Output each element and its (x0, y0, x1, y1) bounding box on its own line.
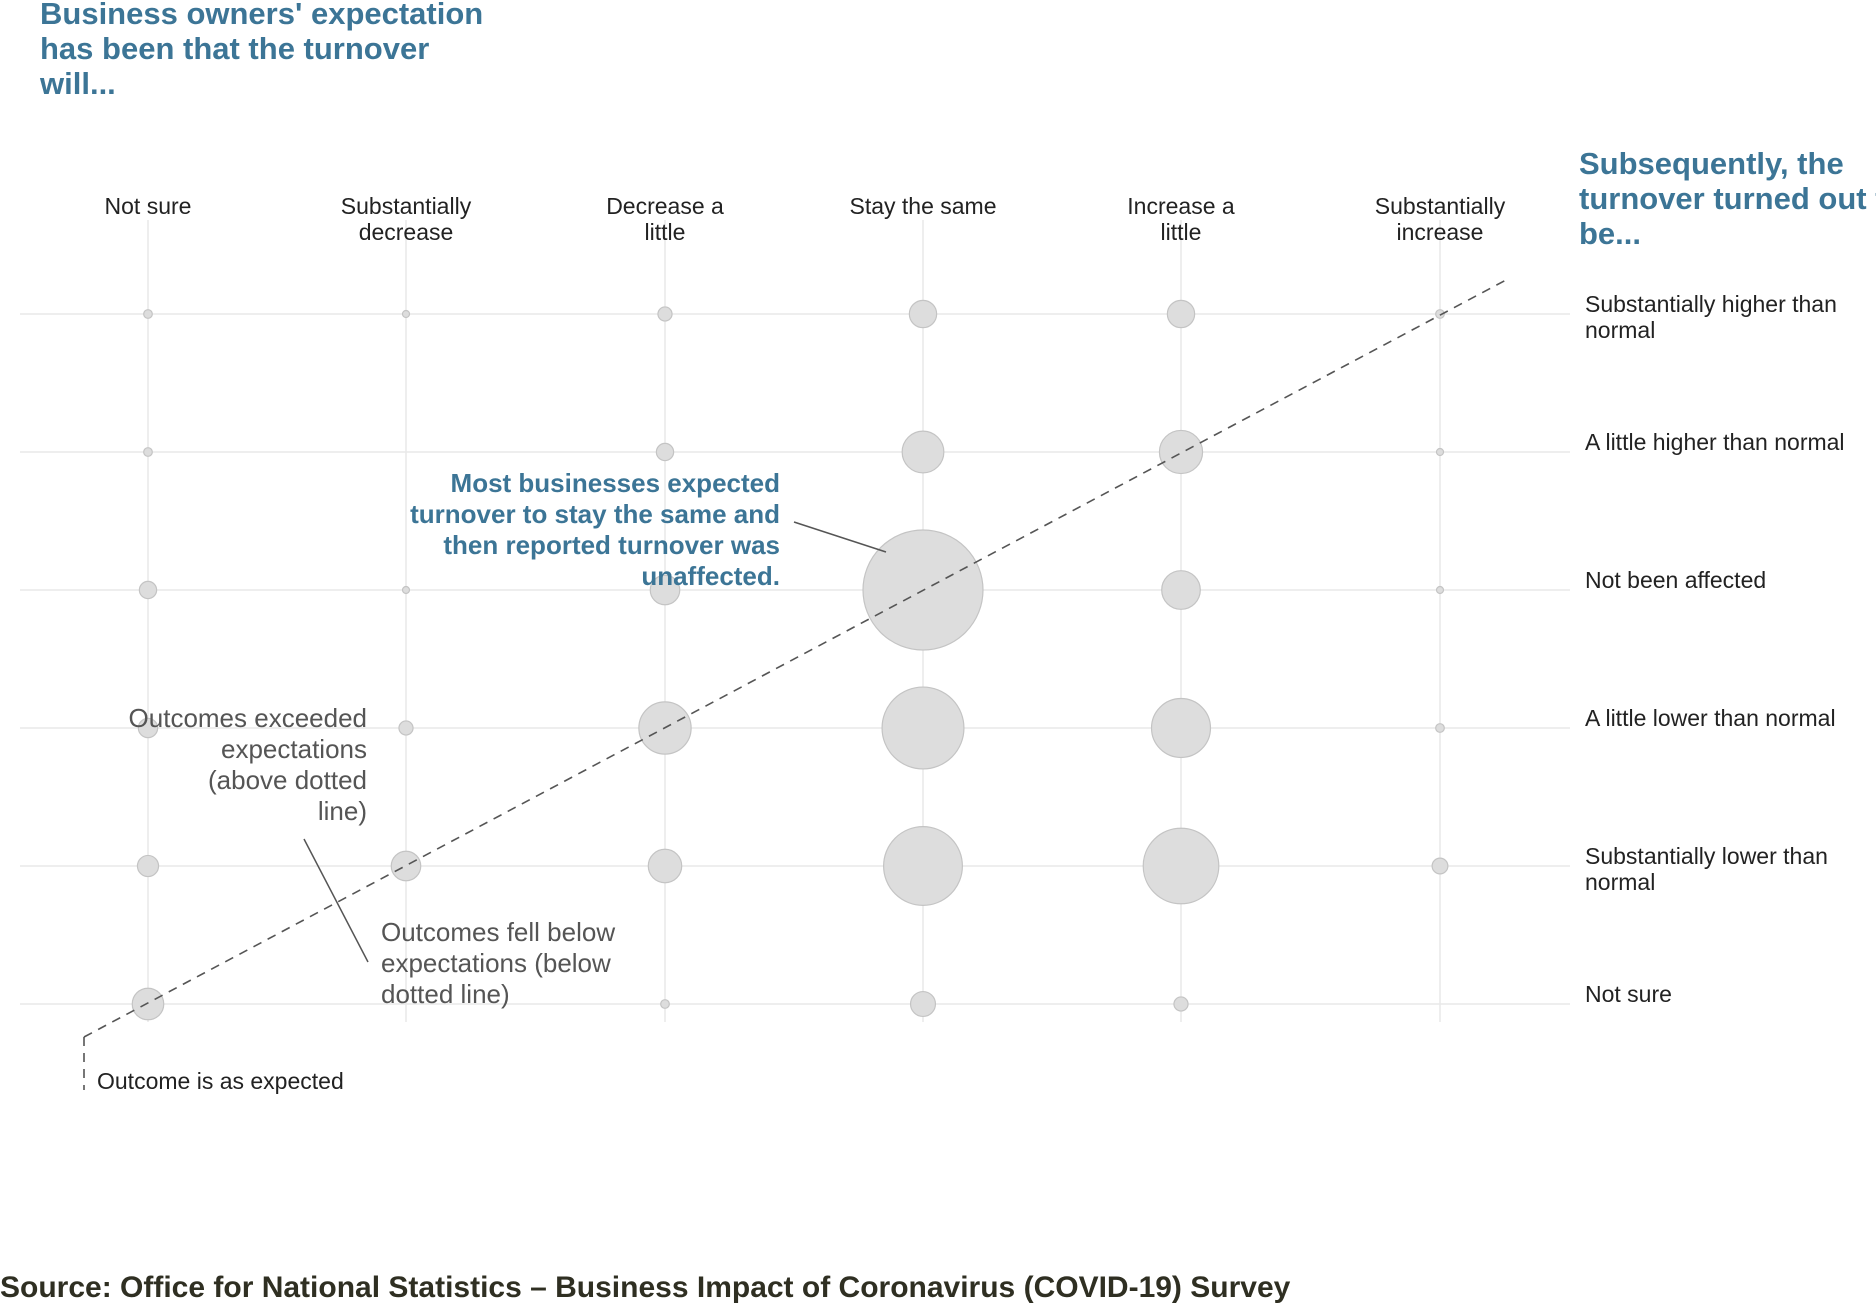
legend-outcome-as-expected: Outcome is as expected (97, 1068, 344, 1094)
y-tick-label-not-been-affected: Not been affected (1585, 567, 1766, 593)
x-tick-label-not-sure: Not sure (105, 193, 192, 219)
y-tick-label-a-little-higher-than-normal: A little higher than normal (1585, 429, 1845, 455)
bubble-not-sure-not-been-affected (138, 580, 158, 600)
x-tick-label-substantially-decrease: Substantially decrease (341, 193, 472, 245)
y-tick-label-not-sure: Not sure (1585, 981, 1672, 1007)
bubble-substantially-increase-substantially-higher-than-normal (1435, 309, 1445, 319)
y-tick-label-a-little-lower-than-normal: A little lower than normal (1585, 705, 1836, 731)
bubble-stay-the-same-substantially-higher-than-normal (908, 299, 938, 329)
x-tick-label-increase-a-little: Increase a little (1127, 193, 1235, 245)
annotation-below-line: Outcomes fell below expectations (below do… (381, 917, 615, 1009)
x-tick-label-stay-the-same: Stay the same (849, 193, 996, 219)
bubble-stay-the-same-a-little-higher-than-normal (901, 430, 945, 474)
bubble-decrease-a-little-substantially-lower-than-normal (647, 848, 683, 884)
x-tick-label-substantially-increase: Substantially increase (1375, 193, 1506, 245)
bubble-decrease-a-little-a-little-higher-than-normal (655, 442, 675, 462)
bubble-increase-a-little-a-little-lower-than-normal (1150, 697, 1212, 759)
highlight-leader-line (793, 521, 887, 553)
bubble-not-sure-a-little-lower-than-normal (137, 717, 159, 739)
right-title: Subsequently, the turnover turned out to b… (1579, 146, 1876, 251)
bubble-increase-a-little-substantially-lower-than-normal (1142, 827, 1220, 905)
bubble-substantially-decrease-substantially-higher-than-normal (401, 309, 411, 319)
bubbles (131, 299, 1449, 1021)
bubble-substantially-decrease-not-been-affected (401, 585, 411, 595)
above-below-leader-line (303, 838, 369, 963)
bubble-decrease-a-little-not-been-affected (649, 574, 681, 606)
x-tick-label-decrease-a-little: Decrease a little (606, 193, 724, 245)
annotation-above-line: Outcomes exceeded expectations (above dott… (129, 703, 367, 826)
bubble-substantially-decrease-a-little-lower-than-normal (398, 720, 414, 736)
bubble-substantially-increase-substantially-lower-than-normal (1431, 857, 1449, 875)
bubble-not-sure-a-little-higher-than-normal (143, 447, 153, 457)
bubble-substantially-increase-not-been-affected (1435, 585, 1445, 595)
y-tick-label-substantially-lower-than-normal: Substantially lower than normal (1585, 843, 1828, 895)
bubble-stay-the-same-not-sure (909, 990, 937, 1018)
bubble-decrease-a-little-substantially-higher-than-normal (657, 306, 673, 322)
bubble-substantially-increase-a-little-lower-than-normal (1435, 723, 1445, 733)
chart-title: Business owners' expectation has been tha… (39, 0, 483, 101)
annotation-highlight: Most businesses expected turnover to stay… (410, 468, 780, 591)
bubble-not-sure-not-sure (131, 987, 165, 1021)
y-tick-label-substantially-higher-than-normal: Substantially higher than normal (1585, 291, 1837, 343)
source-note: Source: Office for National Statistics –… (0, 1271, 1291, 1304)
bubble-increase-a-little-substantially-higher-than-normal (1166, 299, 1196, 329)
bubble-stay-the-same-substantially-lower-than-normal (883, 826, 963, 906)
bubble-substantially-decrease-substantially-lower-than-normal (390, 850, 422, 882)
expected-diagonal-line (83, 279, 1507, 1038)
bubble-stay-the-same-a-little-lower-than-normal (881, 686, 965, 770)
bubble-increase-a-little-not-sure (1173, 996, 1189, 1012)
expectation-line (83, 279, 1507, 1090)
bubble-increase-a-little-a-little-higher-than-normal (1158, 429, 1204, 475)
bubble-not-sure-substantially-higher-than-normal (143, 309, 153, 319)
bubble-increase-a-little-not-been-affected (1161, 570, 1201, 610)
grid (20, 220, 1570, 1022)
bubble-not-sure-substantially-lower-than-normal (136, 854, 160, 878)
bubble-decrease-a-little-not-sure (660, 999, 670, 1009)
bubble-substantially-increase-a-little-higher-than-normal (1435, 447, 1445, 457)
